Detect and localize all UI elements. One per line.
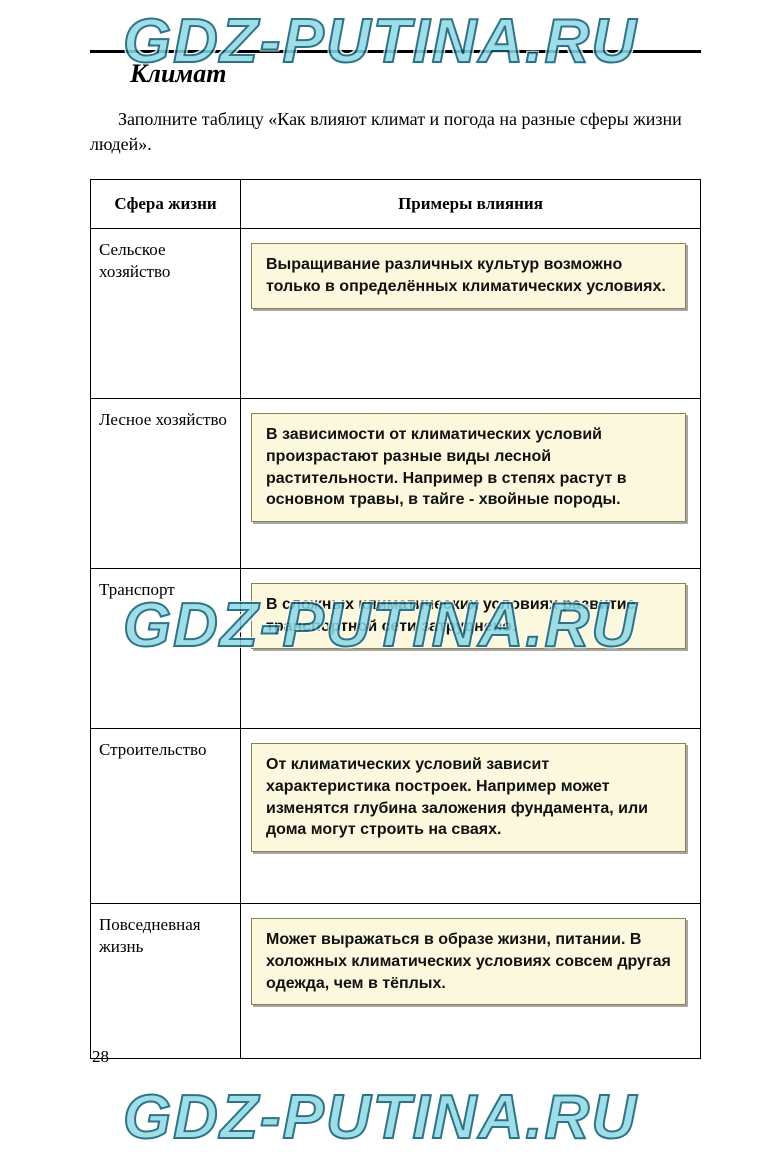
watermark: GDZ-PUTINA.RU — [0, 1082, 761, 1153]
answer-cell: Может выражаться в образе жизни, питании… — [241, 904, 701, 1059]
instruction-text: Заполните таблицу «Как влияют климат и п… — [90, 107, 701, 157]
answer-box: В зависимости от климатических условий п… — [251, 413, 686, 521]
sphere-cell: Сельское хозяйство — [91, 229, 241, 399]
table-body: Сельское хозяйствоВыращивание различных … — [91, 229, 701, 1059]
sphere-cell: Повседневная жизнь — [91, 904, 241, 1059]
answer-box: Выращивание различных культур возможно т… — [251, 243, 686, 308]
answer-box: В сложных климатических условиях развити… — [251, 583, 686, 648]
answer-cell: В зависимости от климатических условий п… — [241, 399, 701, 569]
table-row: Повседневная жизньМожет выражаться в обр… — [91, 904, 701, 1059]
answer-cell: В сложных климатических условиях развити… — [241, 569, 701, 729]
climate-table: Сфера жизни Примеры влияния Сельское хоз… — [90, 179, 701, 1059]
table-row: Лесное хозяйствоВ зависимости от климати… — [91, 399, 701, 569]
sphere-cell: Строитель­ство — [91, 729, 241, 904]
horizontal-rule — [90, 50, 701, 53]
answer-box: От климатических условий зависит характе… — [251, 743, 686, 851]
sphere-cell: Лесное хозяйство — [91, 399, 241, 569]
answer-box: Может выражаться в образе жизни, питании… — [251, 918, 686, 1005]
sphere-cell: Транспорт — [91, 569, 241, 729]
table-row: Строитель­ствоОт климатических условий з… — [91, 729, 701, 904]
table-row: Сельское хозяйствоВыращивание различных … — [91, 229, 701, 399]
answer-cell: От климатических условий зависит характе… — [241, 729, 701, 904]
col-header-sphere: Сфера жизни — [91, 180, 241, 229]
col-header-examples: Примеры влияния — [241, 180, 701, 229]
table-header-row: Сфера жизни Примеры влияния — [91, 180, 701, 229]
page-title: Климат — [130, 59, 701, 89]
page-number: 28 — [92, 1047, 109, 1067]
answer-cell: Выращивание различных культур возможно т… — [241, 229, 701, 399]
table-row: ТранспортВ сложных климатических условия… — [91, 569, 701, 729]
